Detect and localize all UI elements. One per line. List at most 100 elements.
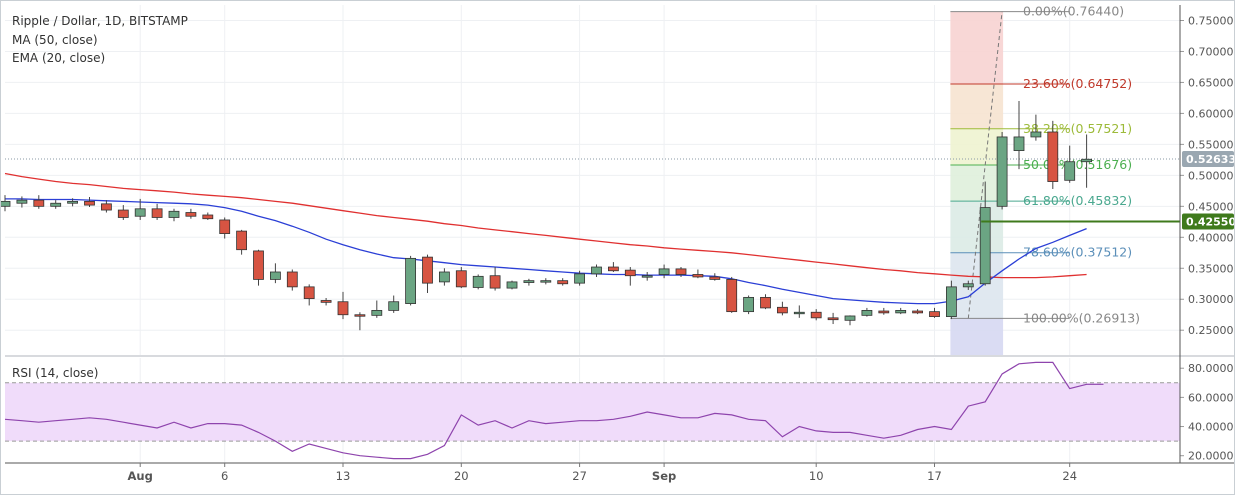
candle-body — [844, 315, 856, 321]
candle-body — [1047, 131, 1059, 182]
candle-body — [827, 317, 839, 321]
rsi-tick-label: 60.0000 — [1188, 391, 1234, 404]
price-tick-label: 0.55000 — [1188, 138, 1234, 151]
candle-body — [641, 275, 653, 278]
candle-body — [743, 296, 754, 313]
rsi-tick-label: 80.0000 — [1188, 362, 1234, 375]
candle-body — [1030, 131, 1042, 138]
candle-body — [117, 209, 129, 218]
candle-body — [709, 276, 721, 280]
candle-body — [557, 280, 569, 285]
candle-body — [219, 219, 231, 234]
candle-body — [84, 200, 95, 206]
candle-body — [1064, 161, 1076, 181]
date-tick-label: Aug — [128, 469, 153, 483]
candle-body — [624, 269, 636, 277]
candle-body — [472, 275, 484, 288]
candle-body — [962, 283, 974, 288]
last-price-label: 0.52633 — [1186, 153, 1235, 166]
candle-body — [67, 200, 78, 204]
date-tick-label: 6 — [221, 469, 228, 483]
ema-legend: EMA (20, close) — [12, 51, 106, 65]
candle-body — [895, 309, 907, 314]
candle-body — [675, 268, 687, 275]
price-tick-label: 0.30000 — [1188, 293, 1234, 306]
price-tick-label: 0.65000 — [1188, 76, 1234, 89]
ma-line — [4, 172, 1087, 279]
date-tick-label: 17 — [927, 469, 942, 483]
candle-body — [523, 280, 535, 283]
candle-body — [455, 270, 467, 288]
candle-body — [506, 281, 518, 289]
rsi-line — [4, 361, 1104, 460]
candle-body — [574, 273, 585, 284]
fib-level-label: 0.00%(0.76440) — [1023, 4, 1124, 19]
candle-body — [202, 214, 214, 220]
last-price-label-bg — [1182, 151, 1234, 168]
price-tick-label: 0.35000 — [1188, 262, 1234, 275]
candle-body — [1013, 136, 1025, 151]
fib-zone — [950, 201, 1004, 253]
price-tick-label: 0.75000 — [1188, 14, 1234, 27]
candle-body — [996, 136, 1008, 207]
candle-body — [405, 257, 417, 304]
fib-level-label: 61.80%(0.45832) — [1023, 193, 1132, 208]
date-tick-label: 24 — [1062, 469, 1077, 483]
candle-body — [489, 275, 501, 289]
candle-body — [861, 309, 873, 316]
rsi-legend: RSI (14, close) — [12, 366, 99, 380]
price-tick-label: 0.50000 — [1188, 169, 1234, 182]
level-price-label: 0.42550 — [1186, 216, 1235, 229]
candle-body — [946, 286, 957, 317]
fib-zone — [950, 83, 1004, 129]
candle-body — [692, 274, 704, 278]
fib-zone — [950, 11, 1004, 84]
candle-body — [777, 306, 788, 314]
candle-body — [793, 311, 805, 315]
price-tick-label: 0.40000 — [1188, 231, 1234, 244]
candle-body — [929, 311, 940, 317]
rsi-tick-label: 40.0000 — [1188, 421, 1234, 434]
ma-legend: MA (50, close) — [12, 33, 98, 47]
candle-body — [658, 268, 670, 275]
candle-body — [253, 250, 264, 280]
level-price-label-bg — [1182, 213, 1234, 230]
candle-body — [1081, 158, 1092, 163]
candle-body — [726, 279, 738, 313]
fib-zone — [950, 252, 1004, 319]
date-tick-label: 20 — [454, 469, 469, 483]
price-tick-label: 0.60000 — [1188, 107, 1234, 120]
date-tick-label: 13 — [336, 469, 351, 483]
candle-body — [422, 256, 433, 284]
candle-body — [878, 310, 890, 314]
ema-line — [5, 198, 1087, 305]
date-tick-label: Sep — [652, 469, 676, 483]
candle-body — [388, 301, 400, 311]
candle-body — [760, 296, 771, 309]
date-tick-label: 10 — [809, 469, 824, 483]
candle-body — [134, 208, 146, 217]
candle-body — [50, 202, 62, 207]
candle-body — [269, 271, 281, 280]
candle-body — [438, 271, 450, 283]
fib-zone — [950, 318, 1004, 355]
candle-body — [979, 207, 991, 285]
candle-body — [286, 271, 298, 288]
candle-body — [320, 300, 332, 303]
candle-body — [16, 199, 28, 204]
fib-level-label: 78.60%(0.37512) — [1023, 245, 1132, 260]
candle-body — [810, 311, 822, 319]
fib-level-label: 100.00%(0.26913) — [1023, 310, 1140, 325]
candle-body — [236, 230, 248, 251]
candle-body — [608, 266, 619, 272]
fib-zone — [950, 164, 1004, 202]
candle-body — [337, 301, 349, 316]
candle-body — [168, 210, 180, 218]
candle-body — [303, 286, 315, 300]
price-tick-label: 0.25000 — [1188, 324, 1234, 337]
candle-body — [912, 310, 923, 314]
candle-body — [33, 199, 45, 207]
date-tick-label: 27 — [572, 469, 587, 483]
